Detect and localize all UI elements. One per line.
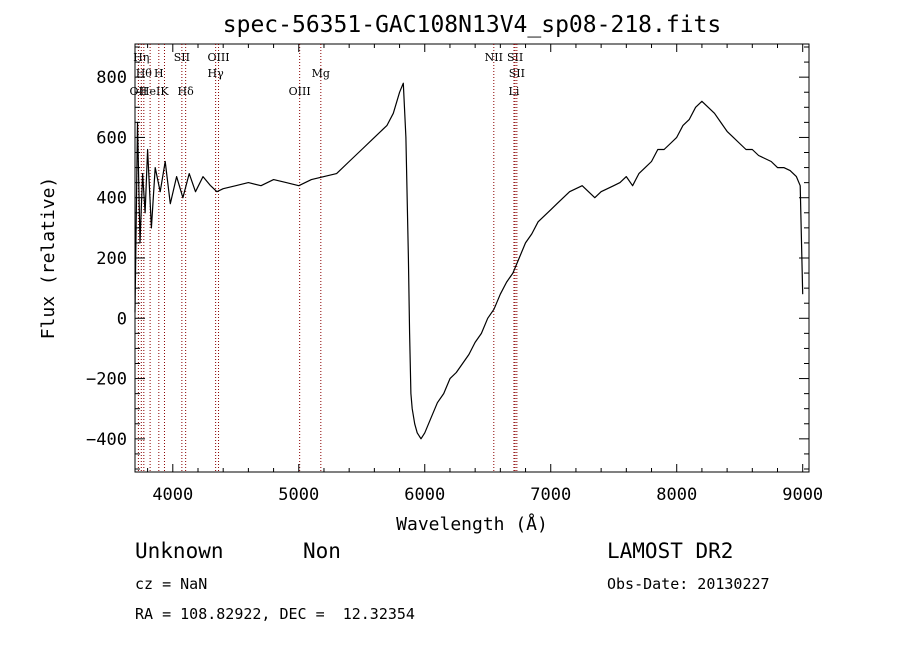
x-tick-label: 5000: [278, 485, 319, 505]
x-tick-label: 7000: [530, 485, 571, 505]
spectral-line-label: SII: [507, 51, 523, 64]
x-tick-label: 6000: [404, 485, 445, 505]
y-tick-label: 600: [96, 128, 127, 148]
x-axis-label: Wavelength (Å): [396, 513, 548, 535]
x-tick-label: 9000: [782, 485, 823, 505]
y-axis-label: Flux (relative): [38, 177, 59, 340]
spectral-line-label: K: [160, 85, 169, 98]
plot-frame: [134, 43, 810, 473]
chart-title: spec-56351-GAC108N13V4_sp08-218.fits: [223, 12, 722, 38]
spectral-line-label: Hη: [133, 51, 149, 64]
y-tick-label: −400: [86, 430, 127, 450]
spectrum-chart: spec-56351-GAC108N13V4_sp08-218.fits OII…: [38, 12, 823, 535]
observation-date: Obs-Date: 20130227: [607, 575, 770, 593]
spectral-line-label: Hγ: [208, 67, 225, 80]
x-tick-label: 8000: [656, 485, 697, 505]
x-tick-label: 4000: [152, 485, 193, 505]
spectral-line-label: OIII: [207, 51, 229, 64]
y-tick-label: 400: [96, 189, 127, 209]
y-tick-label: 800: [96, 68, 127, 88]
survey-name: LAMOST DR2: [607, 539, 734, 563]
spectral-line-label: HeI: [140, 85, 160, 98]
y-tick-label: −200: [86, 370, 127, 390]
spectral-line-label: NII: [485, 51, 503, 64]
spectral-line-label: Hδ: [178, 85, 195, 98]
spectral-line-label: SII: [509, 67, 525, 80]
x-axis-ticks: 4000 5000 6000 7000 8000 9000: [147, 44, 823, 505]
spectral-line-label: Mg: [312, 67, 330, 80]
spectral-line-label: Li: [509, 85, 520, 98]
redshift-value: cz = NaN: [135, 575, 208, 593]
spectral-line-label: SII: [174, 51, 190, 64]
spectral-line-label: OIII: [289, 85, 311, 98]
spectral-line-label: OII: [130, 85, 148, 98]
flux-series-line: [134, 82, 804, 440]
y-axis-ticks: −400 −200 0 200 400 600 800: [86, 46, 809, 470]
y-tick-label: 200: [96, 249, 127, 269]
spectral-line-label: H: [154, 67, 164, 80]
flux-series: [134, 82, 804, 440]
object-subclass: Non: [303, 539, 341, 563]
object-class: Unknown: [135, 539, 224, 563]
y-tick-label: 0: [117, 309, 127, 329]
coordinates: RA = 108.82922, DEC = 12.32354: [135, 605, 415, 623]
